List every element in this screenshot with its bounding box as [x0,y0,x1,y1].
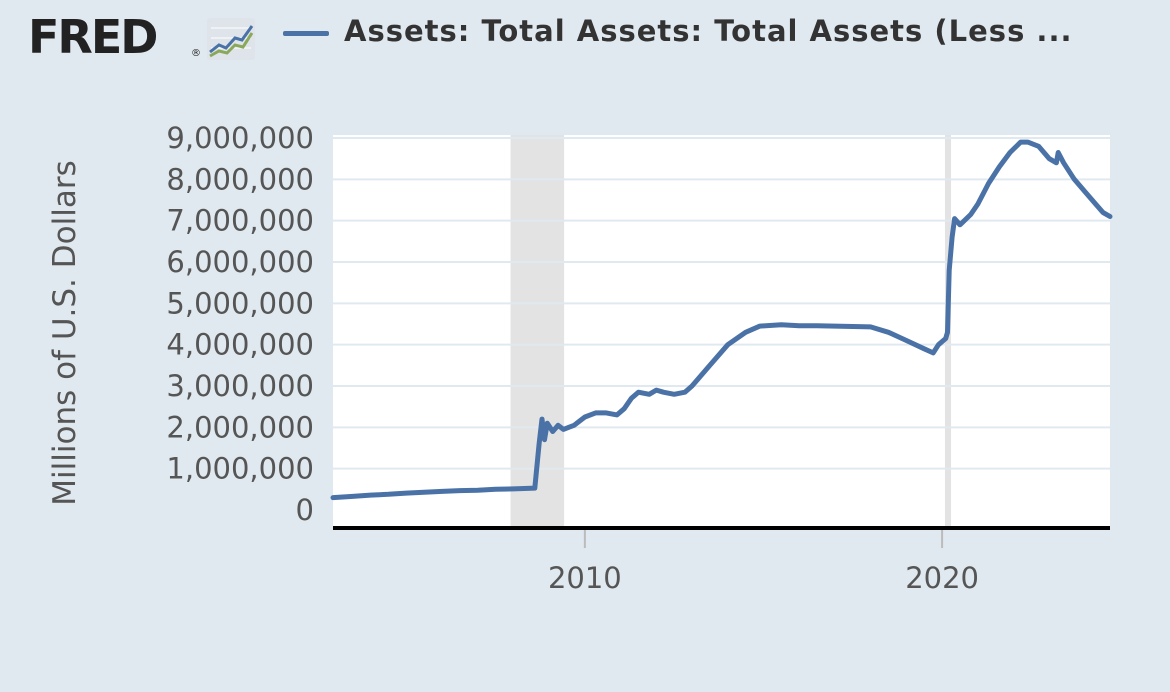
y-tick-label: 5,000,000 [166,286,314,320]
y-tick-label: 2,000,000 [166,410,314,444]
y-tick-label: 8,000,000 [166,162,314,196]
y-tick-label: 1,000,000 [166,452,314,486]
y-tick-label: 0 [296,493,314,527]
legend-line-swatch [283,31,329,36]
fred-logo[interactable]: FRED [28,10,158,64]
y-tick-label: 4,000,000 [166,328,314,362]
series-line-0[interactable] [330,139,1113,501]
series-title[interactable]: Assets: Total Assets: Total Assets (Less… [344,14,1073,48]
y-tick-label: 9,000,000 [166,121,314,155]
y-tick-labels: 9,000,000 8,000,000 7,000,000 6,000,000 5,00… [166,121,314,527]
registered-mark: ® [191,48,201,59]
y-tick-label: 6,000,000 [166,245,314,279]
x-tick-label: 2020 [905,561,979,595]
chart-logo-icon [207,18,255,60]
x-tick-labels: 2010 2020 [548,528,979,595]
y-tick-label: 7,000,000 [166,204,314,238]
y-tick-label: 3,000,000 [166,369,314,403]
series-layer [330,139,1113,501]
grid-lines [333,137,1110,470]
x-tick-label: 2010 [548,561,622,595]
chart-header: FRED ® Assets: Total Assets: Total Asset… [0,0,1170,80]
